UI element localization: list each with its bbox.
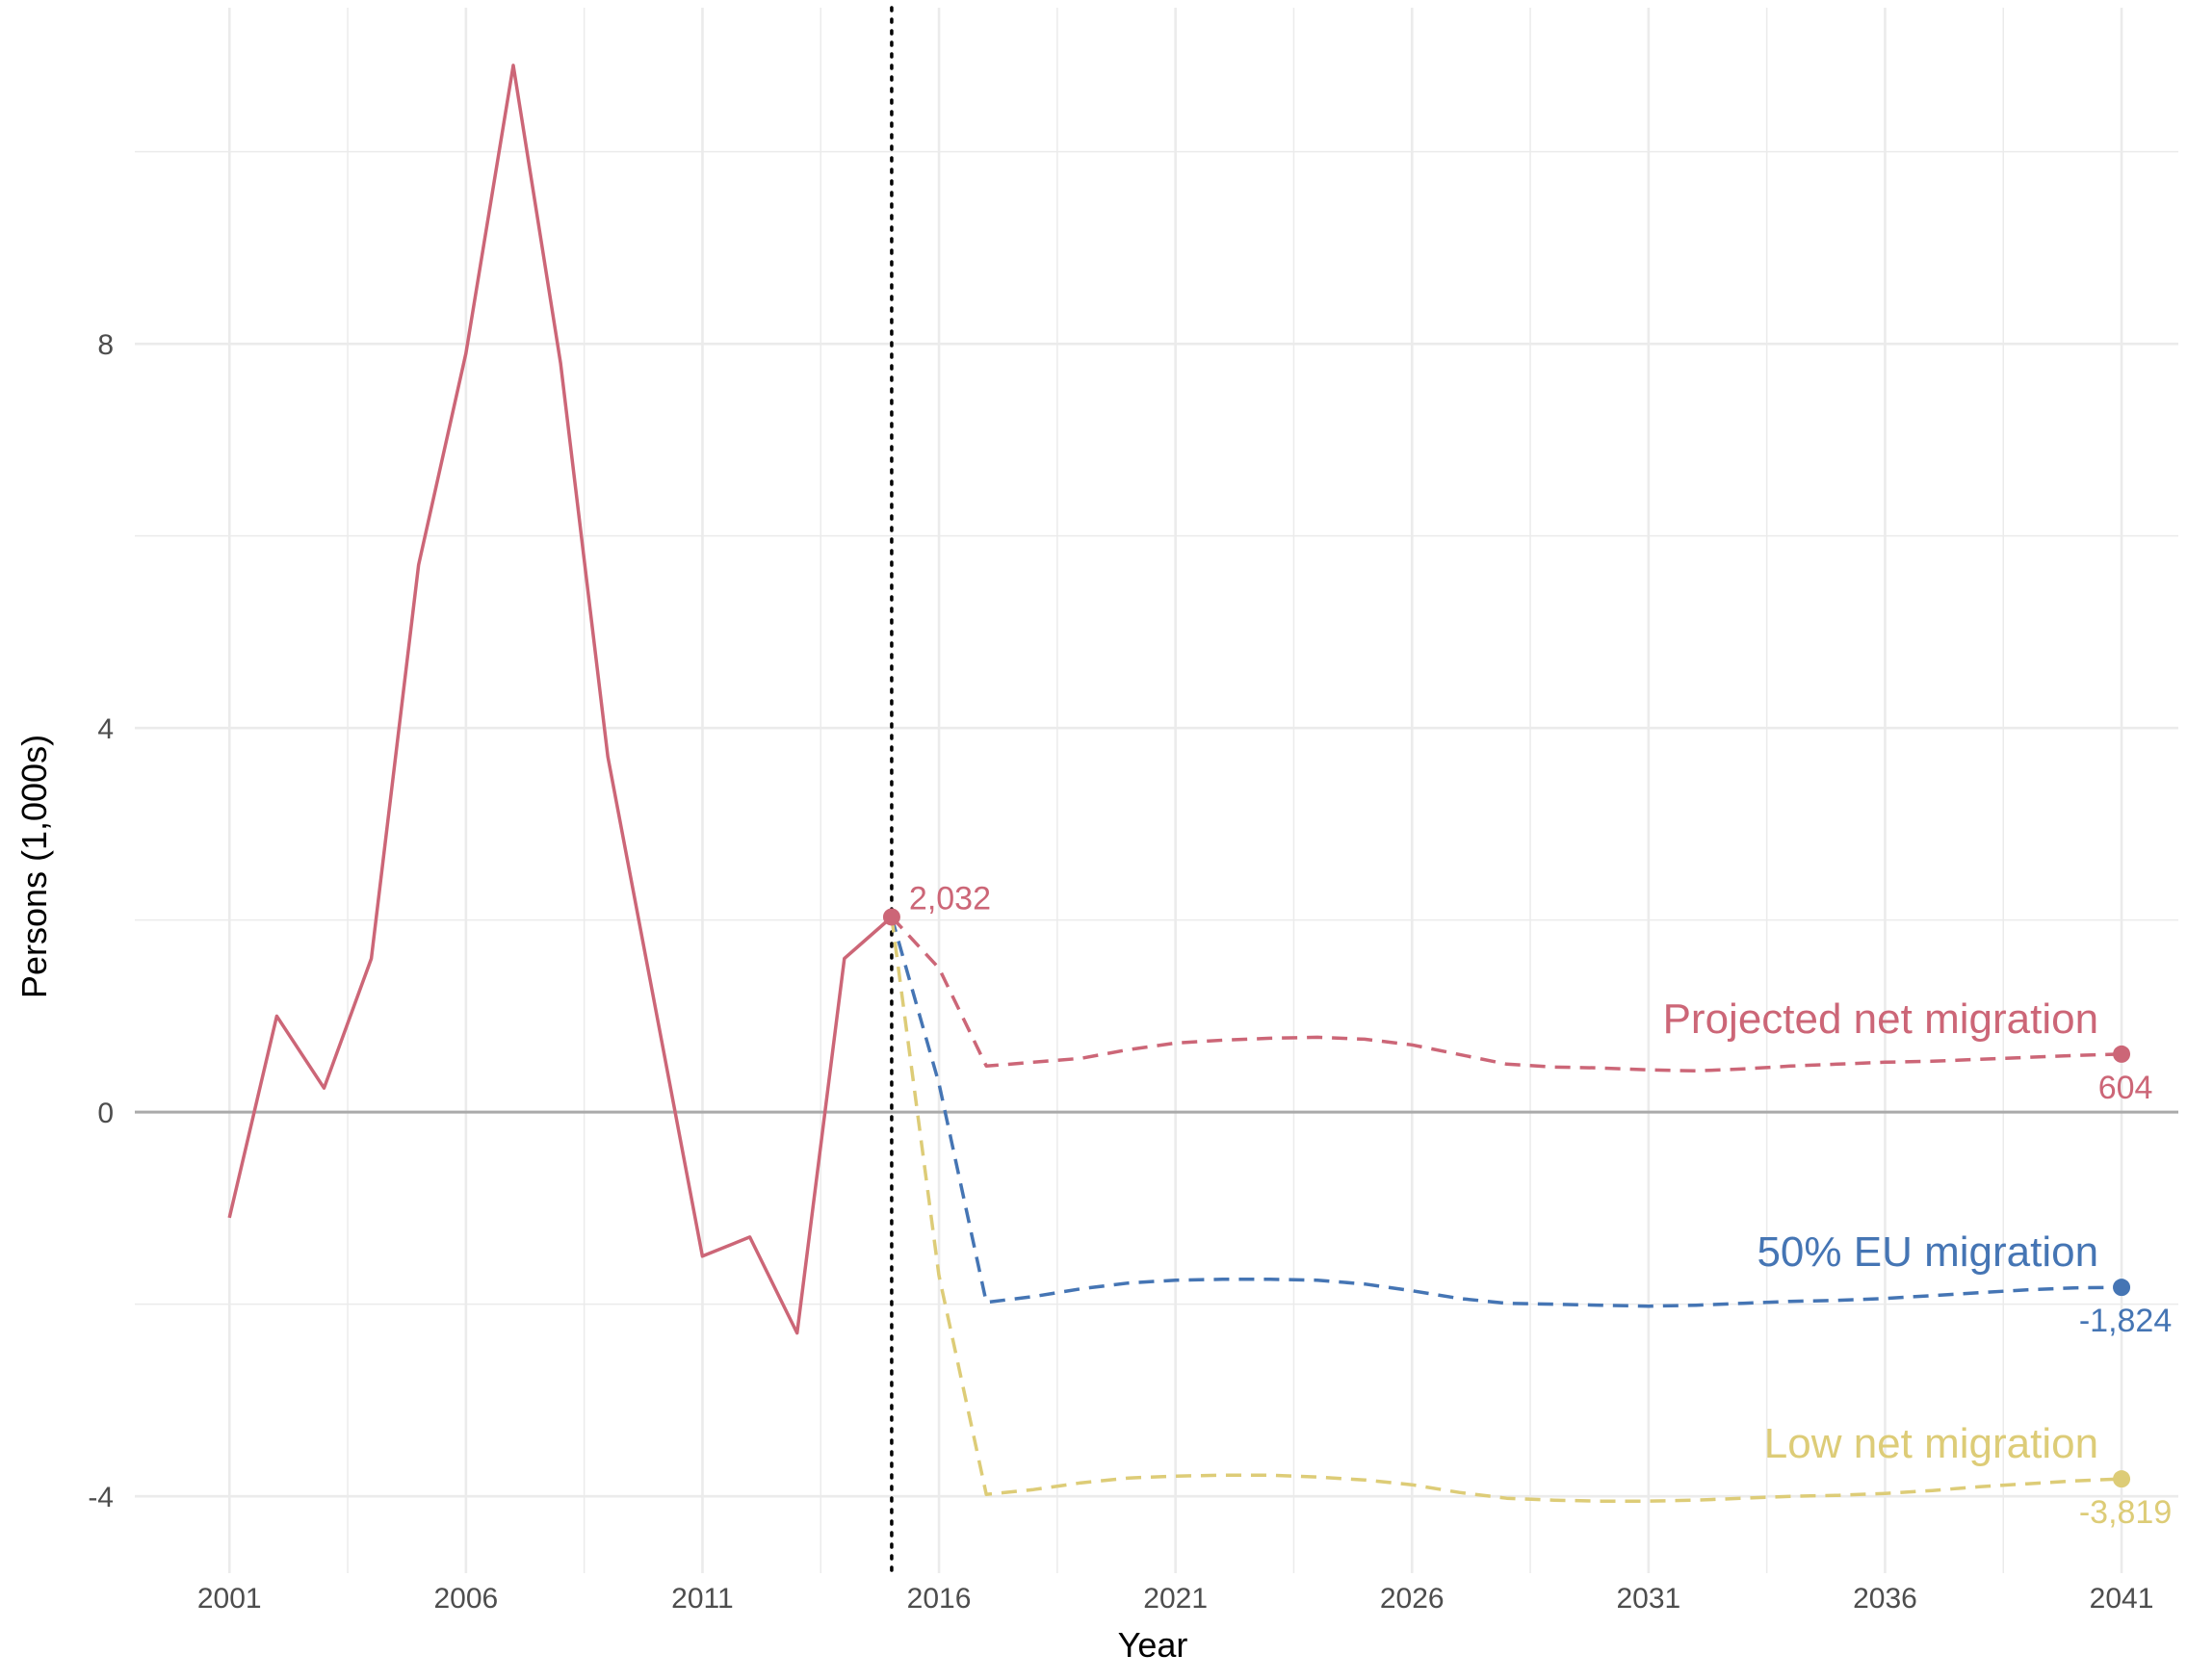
historical-series-line xyxy=(227,64,894,1335)
x-tick-label: 2036 xyxy=(1853,1583,1917,1615)
historical-end-point xyxy=(882,908,900,926)
x-tick-label: 2016 xyxy=(907,1583,972,1615)
low-series-line xyxy=(890,917,2122,1503)
eu50-end-point xyxy=(2113,1279,2131,1297)
x-tick-label: 2021 xyxy=(1143,1583,1208,1615)
eu50-series-line xyxy=(890,917,2122,1308)
projected-end-value-label: 604 xyxy=(2098,1070,2153,1106)
y-tick-label: 8 xyxy=(97,329,114,361)
x-tick-label: 2006 xyxy=(433,1583,498,1615)
x-tick-label: 2041 xyxy=(2090,1583,2154,1615)
minor-gridlines xyxy=(135,8,2178,1573)
y-tick-label: 0 xyxy=(97,1098,114,1129)
x-tick-label: 2026 xyxy=(1380,1583,1445,1615)
historical-value-label: 2,032 xyxy=(909,880,991,917)
low-series-name: Low net migration xyxy=(1764,1420,2098,1467)
projected-series-line xyxy=(890,916,2122,1073)
x-tick-label: 2011 xyxy=(671,1583,734,1615)
x-axis-title: Year xyxy=(1118,1625,1188,1665)
eu50-end-value-label: -1,824 xyxy=(2079,1303,2172,1339)
projected-series-name: Projected net migration xyxy=(1663,995,2098,1043)
x-axis-ticks: 2001 2006 2011 2016 2021 2026 2031 2036 2041 xyxy=(197,1583,2154,1615)
y-tick-label: 4 xyxy=(97,713,114,745)
projected-end-point xyxy=(2113,1045,2131,1063)
y-tick-label: -4 xyxy=(88,1482,114,1513)
major-gridlines xyxy=(135,8,2178,1573)
eu50-series-name: 50% EU migration xyxy=(1757,1228,2098,1276)
x-tick-label: 2031 xyxy=(1616,1583,1680,1615)
end-points xyxy=(882,908,2131,1488)
y-axis-ticks: -4 0 4 8 xyxy=(88,329,114,1513)
series-lines xyxy=(227,64,2122,1503)
low-end-value-label: -3,819 xyxy=(2079,1494,2172,1531)
x-tick-label: 2001 xyxy=(197,1583,262,1615)
y-axis-title: Persons (1,000s) xyxy=(14,735,54,998)
low-end-point xyxy=(2113,1470,2131,1488)
